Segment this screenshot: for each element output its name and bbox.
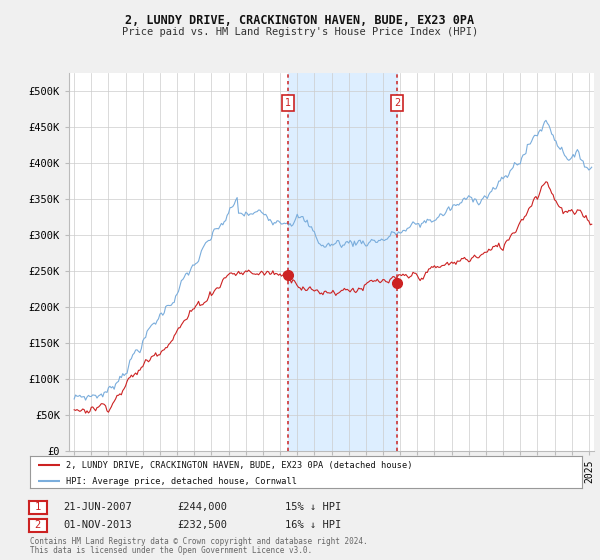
Text: Contains HM Land Registry data © Crown copyright and database right 2024.: Contains HM Land Registry data © Crown c… bbox=[30, 538, 368, 547]
Text: 21-JUN-2007: 21-JUN-2007 bbox=[63, 502, 132, 512]
Text: 2, LUNDY DRIVE, CRACKINGTON HAVEN, BUDE, EX23 0PA (detached house): 2, LUNDY DRIVE, CRACKINGTON HAVEN, BUDE,… bbox=[66, 461, 412, 470]
Text: 2: 2 bbox=[35, 520, 41, 530]
Text: This data is licensed under the Open Government Licence v3.0.: This data is licensed under the Open Gov… bbox=[30, 547, 312, 556]
Text: 15% ↓ HPI: 15% ↓ HPI bbox=[285, 502, 341, 512]
Text: 2: 2 bbox=[394, 98, 400, 108]
Text: Price paid vs. HM Land Registry's House Price Index (HPI): Price paid vs. HM Land Registry's House … bbox=[122, 27, 478, 37]
Text: 01-NOV-2013: 01-NOV-2013 bbox=[63, 520, 132, 530]
Text: £232,500: £232,500 bbox=[177, 520, 227, 530]
Text: HPI: Average price, detached house, Cornwall: HPI: Average price, detached house, Corn… bbox=[66, 477, 297, 486]
Text: 16% ↓ HPI: 16% ↓ HPI bbox=[285, 520, 341, 530]
Text: £244,000: £244,000 bbox=[177, 502, 227, 512]
Text: 2, LUNDY DRIVE, CRACKINGTON HAVEN, BUDE, EX23 0PA: 2, LUNDY DRIVE, CRACKINGTON HAVEN, BUDE,… bbox=[125, 14, 475, 27]
Text: 1: 1 bbox=[285, 98, 291, 108]
Bar bbox=[288, 73, 397, 451]
Text: 1: 1 bbox=[35, 502, 41, 512]
